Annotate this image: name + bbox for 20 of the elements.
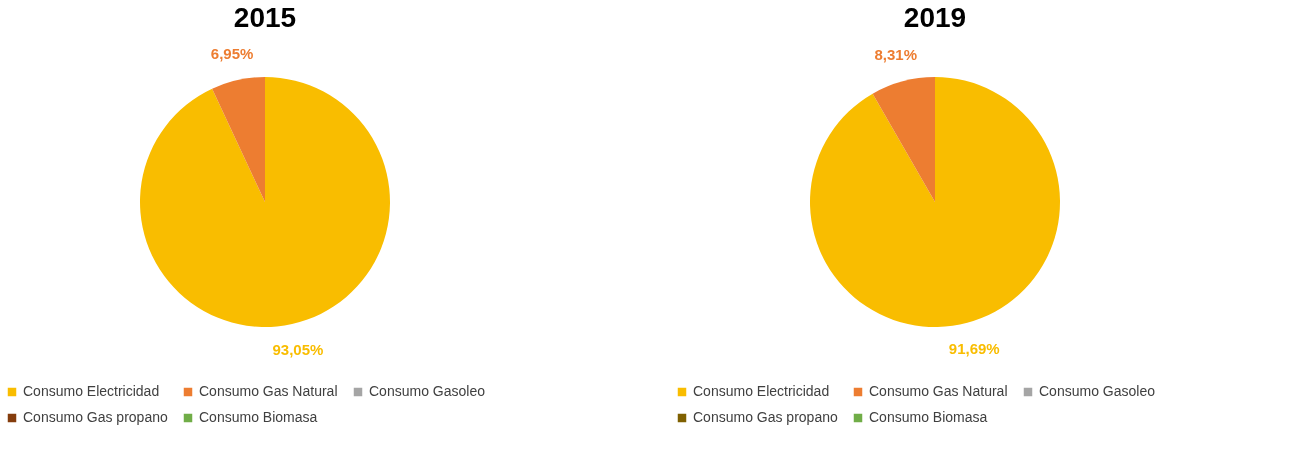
pie-slice bbox=[872, 77, 935, 202]
legend-label: Consumo Electricidad bbox=[693, 383, 830, 399]
pie-slice bbox=[212, 77, 265, 202]
data-label: 91,69% bbox=[948, 339, 1000, 357]
legend-label: Consumo Gasoleo bbox=[1039, 383, 1156, 399]
data-label: 93,05% bbox=[272, 341, 324, 359]
legend-label: Consumo Gas propano bbox=[23, 409, 168, 425]
legend-label: Consumo Biomasa bbox=[199, 409, 318, 425]
legend-label: Consumo Gas propano bbox=[693, 409, 838, 425]
chart-title: 2015 bbox=[233, 2, 297, 33]
chart-title: 2019 bbox=[903, 2, 967, 33]
pie-slice bbox=[140, 77, 390, 327]
legend-label: Consumo Gasoleo bbox=[369, 383, 486, 399]
legend-label: Consumo Gas Natural bbox=[869, 383, 1008, 399]
data-label: 6,95% bbox=[210, 44, 254, 62]
legend-label: Consumo Gas Natural bbox=[199, 383, 338, 399]
data-label: 8,31% bbox=[874, 46, 918, 64]
legend-label: Consumo Biomasa bbox=[869, 409, 988, 425]
pie-slice bbox=[810, 77, 1060, 327]
legend-label: Consumo Electricidad bbox=[23, 383, 160, 399]
